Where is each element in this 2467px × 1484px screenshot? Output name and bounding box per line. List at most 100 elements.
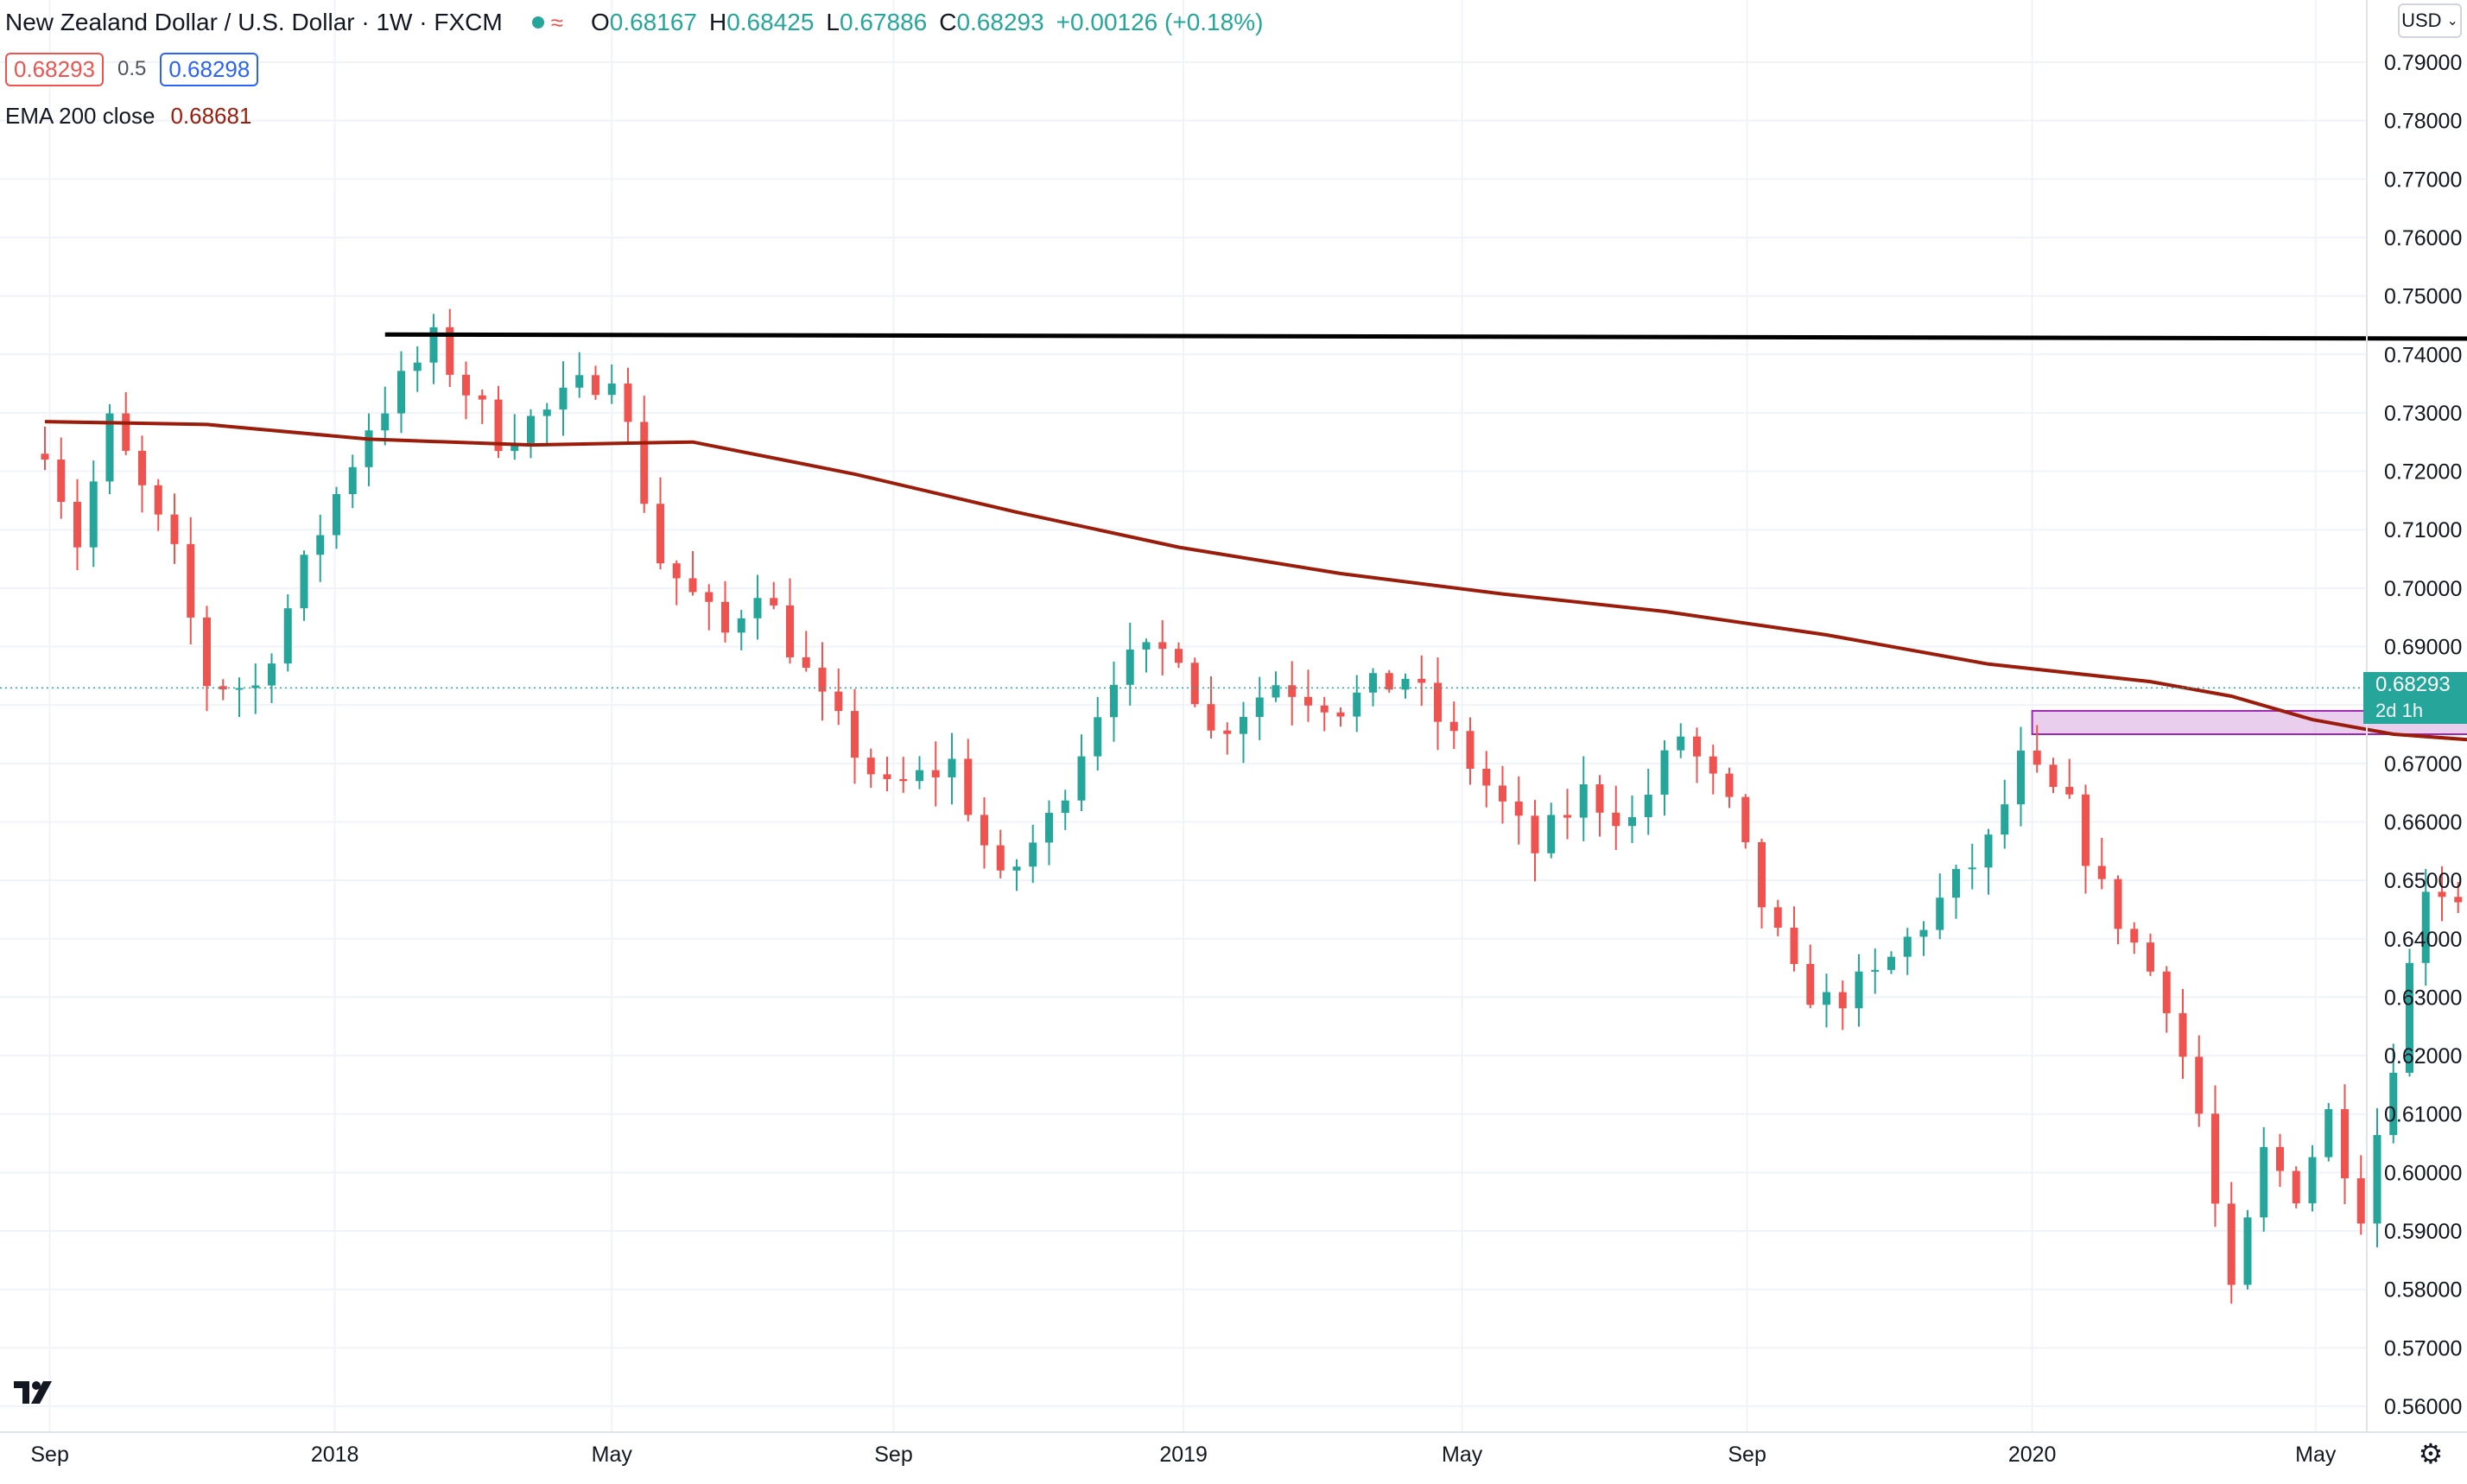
candle-body — [73, 501, 81, 548]
candle-body — [2195, 1056, 2204, 1114]
tradingview-logo-icon[interactable] — [10, 1372, 59, 1413]
price-tick-label: 0.61000 — [2384, 1103, 2462, 1127]
candle-body — [656, 504, 664, 564]
candle-body — [2227, 1203, 2236, 1285]
candle-body — [575, 375, 584, 388]
candle-body — [2406, 962, 2413, 1073]
price-tick-label: 0.78000 — [2384, 110, 2462, 134]
candle-body — [2243, 1217, 2252, 1285]
candle-body — [2308, 1157, 2317, 1204]
candle-body — [527, 415, 535, 444]
candle-body — [1903, 936, 1912, 957]
candle-body — [1628, 816, 1636, 827]
bar-countdown: 2d 1h — [2375, 700, 2424, 721]
candle-body — [365, 430, 373, 467]
price-tick-label: 0.76000 — [2384, 226, 2462, 251]
price-tick-label: 0.79000 — [2384, 51, 2462, 75]
candle-body — [1110, 684, 1118, 718]
candle-body — [1579, 783, 1588, 818]
candle-body — [2324, 1109, 2333, 1157]
price-tick-label: 0.58000 — [2384, 1278, 2462, 1303]
candle-body — [1677, 736, 1685, 751]
candle-body — [1693, 736, 1701, 757]
candle-body — [1449, 721, 1458, 732]
candle-body — [2049, 764, 2058, 787]
candle-body — [1968, 867, 1976, 870]
candle-body — [1741, 796, 1750, 842]
candle-body — [1012, 866, 1021, 871]
candle-body — [688, 578, 697, 593]
candle-body — [397, 371, 405, 414]
candle-body — [1547, 815, 1556, 853]
symbol-header: New Zealand Dollar / U.S. Dollar · 1W · … — [5, 5, 1275, 40]
spread-value: 0.5 — [117, 57, 147, 80]
candle-body — [511, 443, 519, 452]
last-price-value: 0.68293 — [2375, 673, 2451, 696]
currency-button[interactable]: USD ⌄ — [2398, 3, 2462, 38]
candle-body — [1612, 812, 1620, 827]
candle-body — [996, 845, 1005, 871]
price-tick-label: 0.70000 — [2384, 577, 2462, 601]
candle-body — [105, 413, 114, 482]
candle-body — [592, 375, 599, 396]
candle-body — [1806, 963, 1815, 1005]
candle-body — [1466, 731, 1474, 769]
candle-body — [899, 778, 908, 782]
candle-body — [413, 362, 422, 371]
price-tick-label: 0.59000 — [2384, 1220, 2462, 1244]
candle-body — [41, 453, 49, 460]
candle-body — [1401, 678, 1410, 690]
candle-body — [446, 327, 454, 375]
time-tick-label: 2019 — [1159, 1443, 1208, 1467]
candle-body — [2438, 891, 2446, 897]
candle-body — [2017, 750, 2025, 805]
chart-legend: New Zealand Dollar / U.S. Dollar · 1W · … — [5, 5, 1275, 133]
candle-body — [1045, 813, 1053, 843]
candle-body — [1126, 649, 1134, 685]
candle-body — [672, 563, 681, 579]
candle-body — [1823, 992, 1830, 1005]
candle-body — [1855, 971, 1863, 1009]
candle-body — [1563, 815, 1571, 818]
candle-body — [235, 688, 244, 690]
indicator-row[interactable]: EMA 200 close 0.68681 — [5, 98, 1275, 133]
open-value: 0.68167 — [609, 9, 697, 35]
candle-body — [2130, 929, 2139, 943]
candle-body — [1320, 705, 1329, 713]
price-tick-label: 0.73000 — [2384, 402, 2462, 426]
price-tick-label: 0.56000 — [2384, 1395, 2462, 1419]
candle-body — [770, 598, 778, 606]
candle-body — [2276, 1146, 2284, 1171]
candle-body — [1790, 928, 1798, 964]
price-tick-label: 0.65000 — [2384, 869, 2462, 893]
candle-body — [1984, 834, 1993, 868]
price-tick-label: 0.69000 — [2384, 636, 2462, 660]
candle-body — [170, 514, 179, 544]
candle-body — [1595, 783, 1604, 813]
candle-body — [1336, 712, 1345, 717]
symbol-title[interactable]: New Zealand Dollar / U.S. Dollar · 1W · … — [5, 9, 503, 35]
price-tick-label: 0.74000 — [2384, 343, 2462, 367]
time-tick-label: May — [2295, 1443, 2337, 1467]
candle-body — [89, 481, 98, 548]
gear-icon[interactable]: ⚙ — [2418, 1438, 2444, 1469]
open-label: O — [590, 9, 610, 35]
candle-body — [721, 601, 729, 633]
candle-body — [737, 618, 745, 633]
buy-button[interactable]: 0.68298 — [160, 52, 259, 86]
high-value: 0.68425 — [726, 9, 815, 35]
last-price-tag: 0.68293 2d 1h — [2363, 672, 2467, 724]
low-label: L — [826, 9, 840, 35]
candle-body — [1094, 717, 1102, 757]
sell-button[interactable]: 0.68293 — [5, 52, 104, 86]
candle-body — [559, 387, 568, 410]
price-tick-label: 0.63000 — [2384, 986, 2462, 1010]
candle-body — [640, 422, 649, 504]
candle-body — [122, 413, 130, 451]
candle-body — [753, 598, 762, 618]
candle-body — [1158, 642, 1167, 650]
price-tick-label: 0.75000 — [2384, 285, 2462, 309]
candle-body — [462, 374, 470, 396]
